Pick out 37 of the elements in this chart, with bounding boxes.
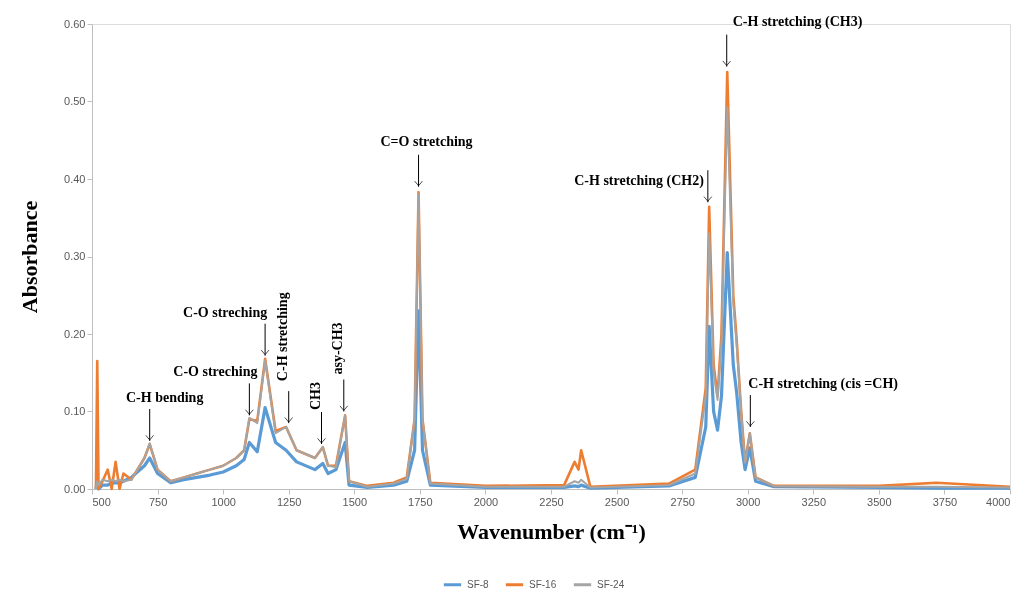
x-tick-label: 2250 — [539, 495, 564, 508]
annotation: C-H stretching (cis =CH) — [748, 376, 899, 392]
y-tick-label: 0.30 — [64, 250, 86, 262]
annotation: asy-CH3 — [329, 322, 345, 375]
x-tick-label: 3750 — [932, 495, 958, 508]
y-tick-label: 0.60 — [64, 17, 86, 30]
annotation: C-H stretching (CH3) — [732, 13, 863, 30]
y-tick-label: 0.10 — [64, 405, 86, 417]
x-tick-label: 4000 — [986, 495, 1011, 508]
annotation: C=O stretching — [380, 133, 473, 149]
annotation: C-O streching — [183, 304, 268, 320]
y-tick-label: 0.40 — [64, 172, 86, 185]
x-tick-label: 750 — [148, 495, 168, 508]
x-tick-label: 3250 — [801, 495, 827, 508]
legend-label: SF-16 — [529, 578, 557, 590]
annotation: C-O streching — [173, 364, 258, 380]
annotation: C-H bending — [125, 389, 204, 405]
x-tick-label: 1500 — [342, 495, 368, 508]
y-axis-title: Absorbance — [17, 200, 43, 314]
x-tick-label: 1750 — [408, 495, 433, 508]
x-tick-label: 2000 — [473, 495, 499, 508]
x-tick-label: 2500 — [604, 495, 630, 508]
y-tick-label: 0.00 — [64, 482, 86, 495]
x-tick-label: 500 — [92, 495, 111, 508]
x-tick-label: 1000 — [211, 495, 236, 508]
x-tick-label: 1250 — [276, 495, 302, 508]
legend-label: SF-8 — [467, 578, 490, 590]
x-tick-label: 2750 — [670, 495, 695, 508]
annotation: CH3 — [307, 382, 323, 411]
x-tick-label: 3500 — [867, 495, 892, 508]
x-tick-label: 3000 — [735, 495, 761, 508]
annotation: C-H stretching — [274, 292, 290, 382]
x-axis-title: Wavenumber (cm⁻¹) — [457, 518, 646, 544]
annotation: C-H stretching (CH2) — [574, 173, 705, 190]
legend-label: SF-24 — [597, 578, 625, 590]
y-tick-label: 0.50 — [64, 95, 86, 107]
y-tick-label: 0.20 — [64, 327, 86, 340]
